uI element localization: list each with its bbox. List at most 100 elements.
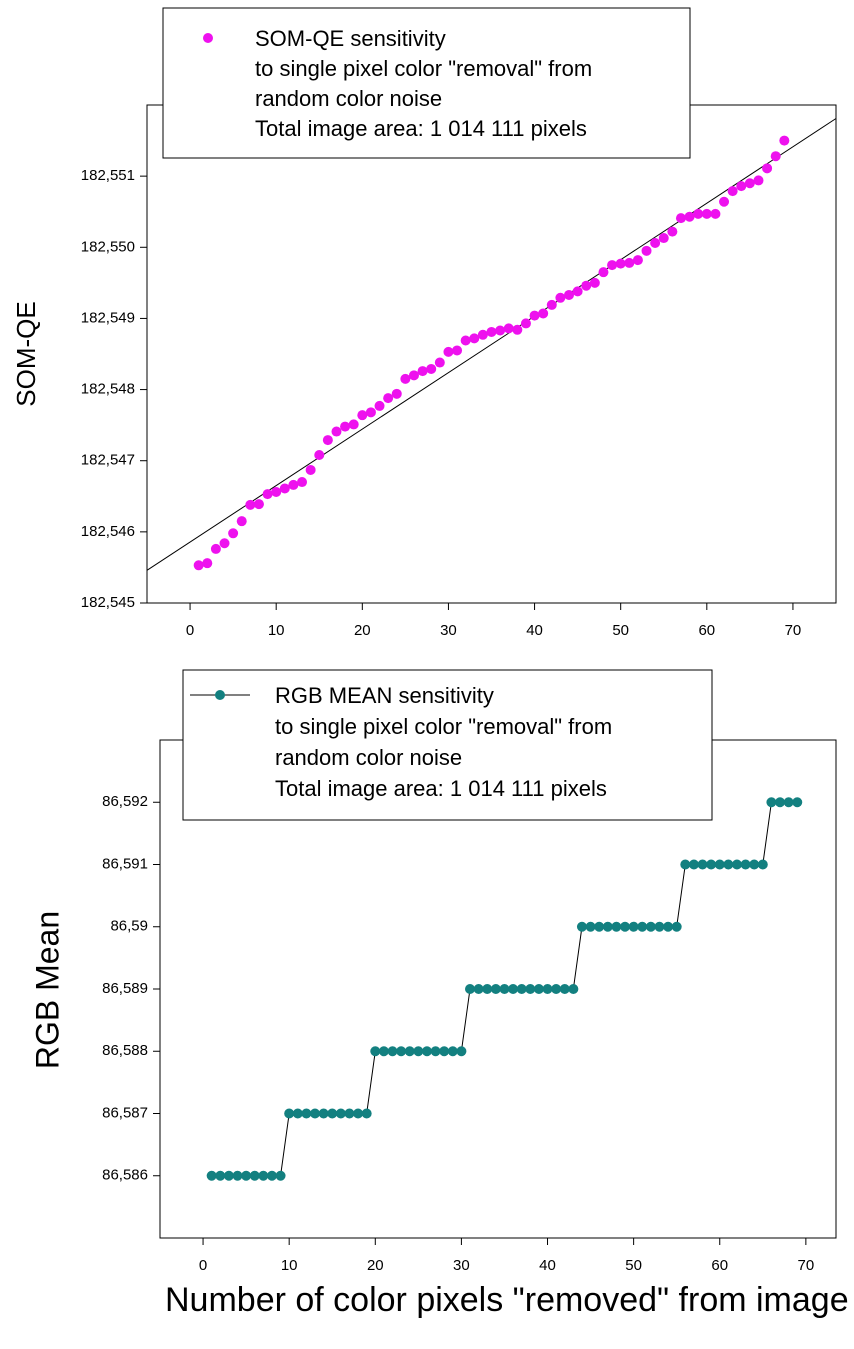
data-point <box>770 151 781 162</box>
y-tick-label: 182,547 <box>81 452 135 469</box>
data-point <box>361 1108 372 1119</box>
data-point <box>271 487 282 498</box>
data-point <box>370 1046 381 1057</box>
data-point <box>387 1046 398 1057</box>
data-point <box>421 1046 432 1057</box>
data-point <box>284 1108 295 1119</box>
data-point <box>297 477 308 488</box>
legend-note: Total image area: 1 014 111 pixels <box>255 116 587 141</box>
legend-box <box>182 669 713 821</box>
data-point <box>258 1170 269 1181</box>
data-point <box>723 859 734 870</box>
data-point <box>620 921 631 932</box>
data-point <box>684 211 695 222</box>
x-tick-label: 10 <box>281 1257 298 1274</box>
data-point <box>241 1170 252 1181</box>
data-point <box>310 1108 321 1119</box>
data-point <box>374 400 385 411</box>
data-point <box>383 393 394 404</box>
data-point <box>482 984 493 994</box>
data-point <box>658 233 669 244</box>
y-tick-label: 182,546 <box>81 523 135 540</box>
data-point <box>262 489 273 500</box>
data-point <box>546 299 557 310</box>
x-tick-label: 70 <box>785 622 802 639</box>
x-tick-label: 20 <box>354 622 371 639</box>
data-point <box>288 479 299 490</box>
data-point <box>206 1170 217 1181</box>
data-point <box>495 325 506 336</box>
data-point <box>215 1170 226 1181</box>
legend-note: Total image area: 1 014 111 pixels <box>275 776 607 801</box>
data-point <box>348 419 359 430</box>
data-point <box>249 1170 260 1181</box>
y-tick-label: 182,549 <box>81 309 135 326</box>
y-tick-label: 86,587 <box>102 1104 148 1121</box>
data-point <box>710 208 721 219</box>
data-point <box>624 257 635 268</box>
data-point <box>628 921 639 932</box>
data-point <box>469 333 480 344</box>
data-point <box>486 326 497 337</box>
data-point <box>731 859 742 870</box>
data-point <box>572 286 583 297</box>
x-tick-label: 20 <box>367 1257 384 1274</box>
data-point <box>327 1108 338 1119</box>
legend-label: RGB MEAN sensitivity <box>275 683 494 708</box>
data-point <box>219 538 230 549</box>
data-point <box>331 426 342 437</box>
data-point <box>520 318 531 329</box>
y-tick-label: 182,551 <box>81 167 135 184</box>
data-point <box>305 464 316 475</box>
data-point <box>693 208 704 219</box>
data-point <box>365 407 376 418</box>
y-tick-label: 86,589 <box>102 980 148 997</box>
data-point <box>762 163 773 174</box>
data-point <box>714 859 725 870</box>
data-point <box>301 1108 312 1119</box>
data-point <box>447 1046 458 1057</box>
data-point <box>667 226 678 237</box>
y-tick-label: 182,548 <box>81 381 135 398</box>
data-point <box>396 1046 407 1057</box>
data-point <box>675 213 686 224</box>
data-point <box>632 255 643 266</box>
data-point <box>697 859 708 870</box>
data-point <box>512 324 523 335</box>
y-tick-label: 182,550 <box>81 238 135 255</box>
data-point <box>594 921 605 932</box>
data-point <box>279 483 290 494</box>
data-point <box>322 435 333 446</box>
x-tick-label: 30 <box>440 622 457 639</box>
data-point <box>232 1170 243 1181</box>
y-axis-label: SOM-QE <box>11 301 41 406</box>
data-point <box>439 1046 450 1057</box>
legend-marker <box>203 33 213 43</box>
x-tick-label: 40 <box>526 622 543 639</box>
data-point <box>529 310 540 321</box>
data-point <box>426 363 437 374</box>
data-point <box>542 984 553 994</box>
data-point <box>508 984 519 994</box>
data-point <box>736 181 747 192</box>
data-point <box>581 280 592 291</box>
x-tick-label: 30 <box>453 1257 470 1274</box>
data-point <box>727 186 738 197</box>
x-tick-label: 10 <box>268 622 285 639</box>
data-point <box>253 499 264 510</box>
data-point <box>615 258 626 269</box>
data-point <box>499 984 510 994</box>
data-point <box>559 984 570 994</box>
data-point <box>275 1170 286 1181</box>
data-point <box>766 797 777 808</box>
data-point <box>400 373 411 384</box>
plot-frame <box>146 104 837 604</box>
data-point <box>223 1170 234 1181</box>
data-point <box>516 984 527 994</box>
data-point <box>783 797 794 808</box>
legend-note: random color noise <box>255 86 442 111</box>
data-point <box>671 921 682 932</box>
data-point <box>706 859 717 870</box>
